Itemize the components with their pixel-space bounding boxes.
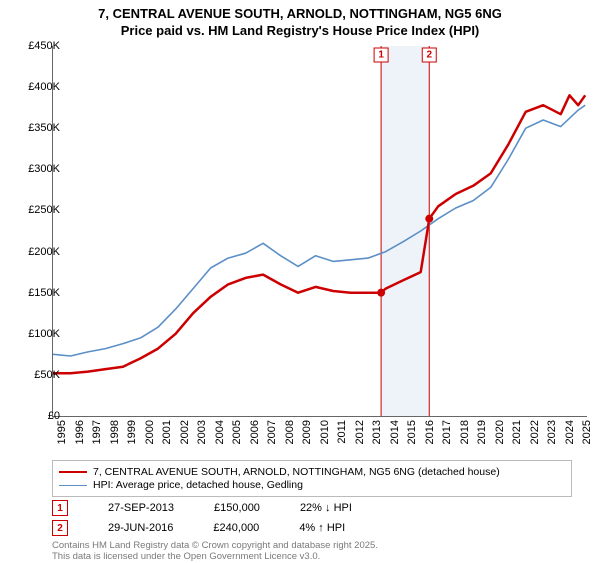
plot-area: 12 (52, 46, 587, 417)
chart-container: 7, CENTRAL AVENUE SOUTH, ARNOLD, NOTTING… (0, 0, 600, 560)
x-tick-label: 2006 (249, 420, 261, 444)
y-tick-label: £300K (28, 163, 60, 175)
copyright-notice: Contains HM Land Registry data © Crown c… (52, 540, 378, 563)
sale-date-2: 29-JUN-2016 (108, 522, 173, 534)
x-tick-label: 1997 (91, 420, 103, 444)
sale-price-1: £150,000 (214, 502, 260, 514)
sale-delta-1: 22% ↓ HPI (300, 502, 352, 514)
legend-label-hpi: HPI: Average price, detached house, Gedl… (93, 479, 303, 491)
sale-row-1: 1 27-SEP-2013 £150,000 22% ↓ HPI (52, 500, 352, 516)
x-tick-label: 2022 (529, 420, 541, 444)
y-tick-label: £150K (28, 287, 60, 299)
chart-title: 7, CENTRAL AVENUE SOUTH, ARNOLD, NOTTING… (0, 0, 600, 40)
x-tick-label: 1999 (126, 420, 138, 444)
title-line-1: 7, CENTRAL AVENUE SOUTH, ARNOLD, NOTTING… (98, 6, 502, 21)
legend-swatch-price-paid (59, 471, 87, 473)
sale-delta-2: 4% ↑ HPI (299, 522, 345, 534)
y-tick-label: £100K (28, 328, 60, 340)
x-tick-label: 2004 (214, 420, 226, 444)
x-tick-label: 1995 (56, 420, 68, 444)
x-tick-label: 2012 (354, 420, 366, 444)
legend-item-hpi: HPI: Average price, detached house, Gedl… (59, 479, 565, 491)
x-tick-label: 2010 (319, 420, 331, 444)
x-tick-label: 2008 (284, 420, 296, 444)
legend-swatch-hpi (59, 485, 87, 486)
legend: 7, CENTRAL AVENUE SOUTH, ARNOLD, NOTTING… (52, 460, 572, 497)
y-tick-label: £450K (28, 40, 60, 52)
x-tick-label: 2002 (179, 420, 191, 444)
x-tick-label: 2018 (459, 420, 471, 444)
copyright-line-1: Contains HM Land Registry data © Crown c… (52, 540, 378, 551)
x-tick-label: 2015 (406, 420, 418, 444)
sale-price-2: £240,000 (213, 522, 259, 534)
x-tick-label: 2005 (231, 420, 243, 444)
sale-row-2: 2 29-JUN-2016 £240,000 4% ↑ HPI (52, 520, 345, 536)
y-tick-label: £250K (28, 204, 60, 216)
x-tick-label: 2011 (336, 420, 348, 444)
y-tick-label: £200K (28, 246, 60, 258)
x-tick-label: 2025 (581, 420, 593, 444)
x-tick-label: 2019 (476, 420, 488, 444)
legend-item-price-paid: 7, CENTRAL AVENUE SOUTH, ARNOLD, NOTTING… (59, 466, 565, 478)
sale-marker-1: 1 (52, 500, 68, 516)
legend-label-price-paid: 7, CENTRAL AVENUE SOUTH, ARNOLD, NOTTING… (93, 466, 500, 478)
x-tick-label: 1998 (109, 420, 121, 444)
y-tick-label: £400K (28, 81, 60, 93)
chart-svg: 12 (53, 46, 587, 416)
x-tick-label: 2013 (371, 420, 383, 444)
sale-marker-2: 2 (52, 520, 68, 536)
x-tick-label: 2021 (511, 420, 523, 444)
y-tick-label: £50K (34, 369, 60, 381)
x-tick-label: 1996 (74, 420, 86, 444)
x-tick-label: 2014 (389, 420, 401, 444)
title-line-2: Price paid vs. HM Land Registry's House … (121, 23, 480, 38)
x-tick-label: 2001 (161, 420, 173, 444)
svg-text:1: 1 (378, 50, 384, 61)
x-tick-label: 2003 (196, 420, 208, 444)
svg-text:2: 2 (426, 50, 432, 61)
x-tick-label: 2007 (266, 420, 278, 444)
x-tick-label: 2009 (301, 420, 313, 444)
x-tick-label: 2020 (494, 420, 506, 444)
copyright-line-2: This data is licensed under the Open Gov… (52, 551, 320, 562)
x-tick-label: 2024 (564, 420, 576, 444)
x-tick-label: 2000 (144, 420, 156, 444)
x-tick-label: 2017 (441, 420, 453, 444)
x-tick-label: 2023 (546, 420, 558, 444)
sale-date-1: 27-SEP-2013 (108, 502, 174, 514)
y-tick-label: £350K (28, 122, 60, 134)
x-tick-label: 2016 (424, 420, 436, 444)
